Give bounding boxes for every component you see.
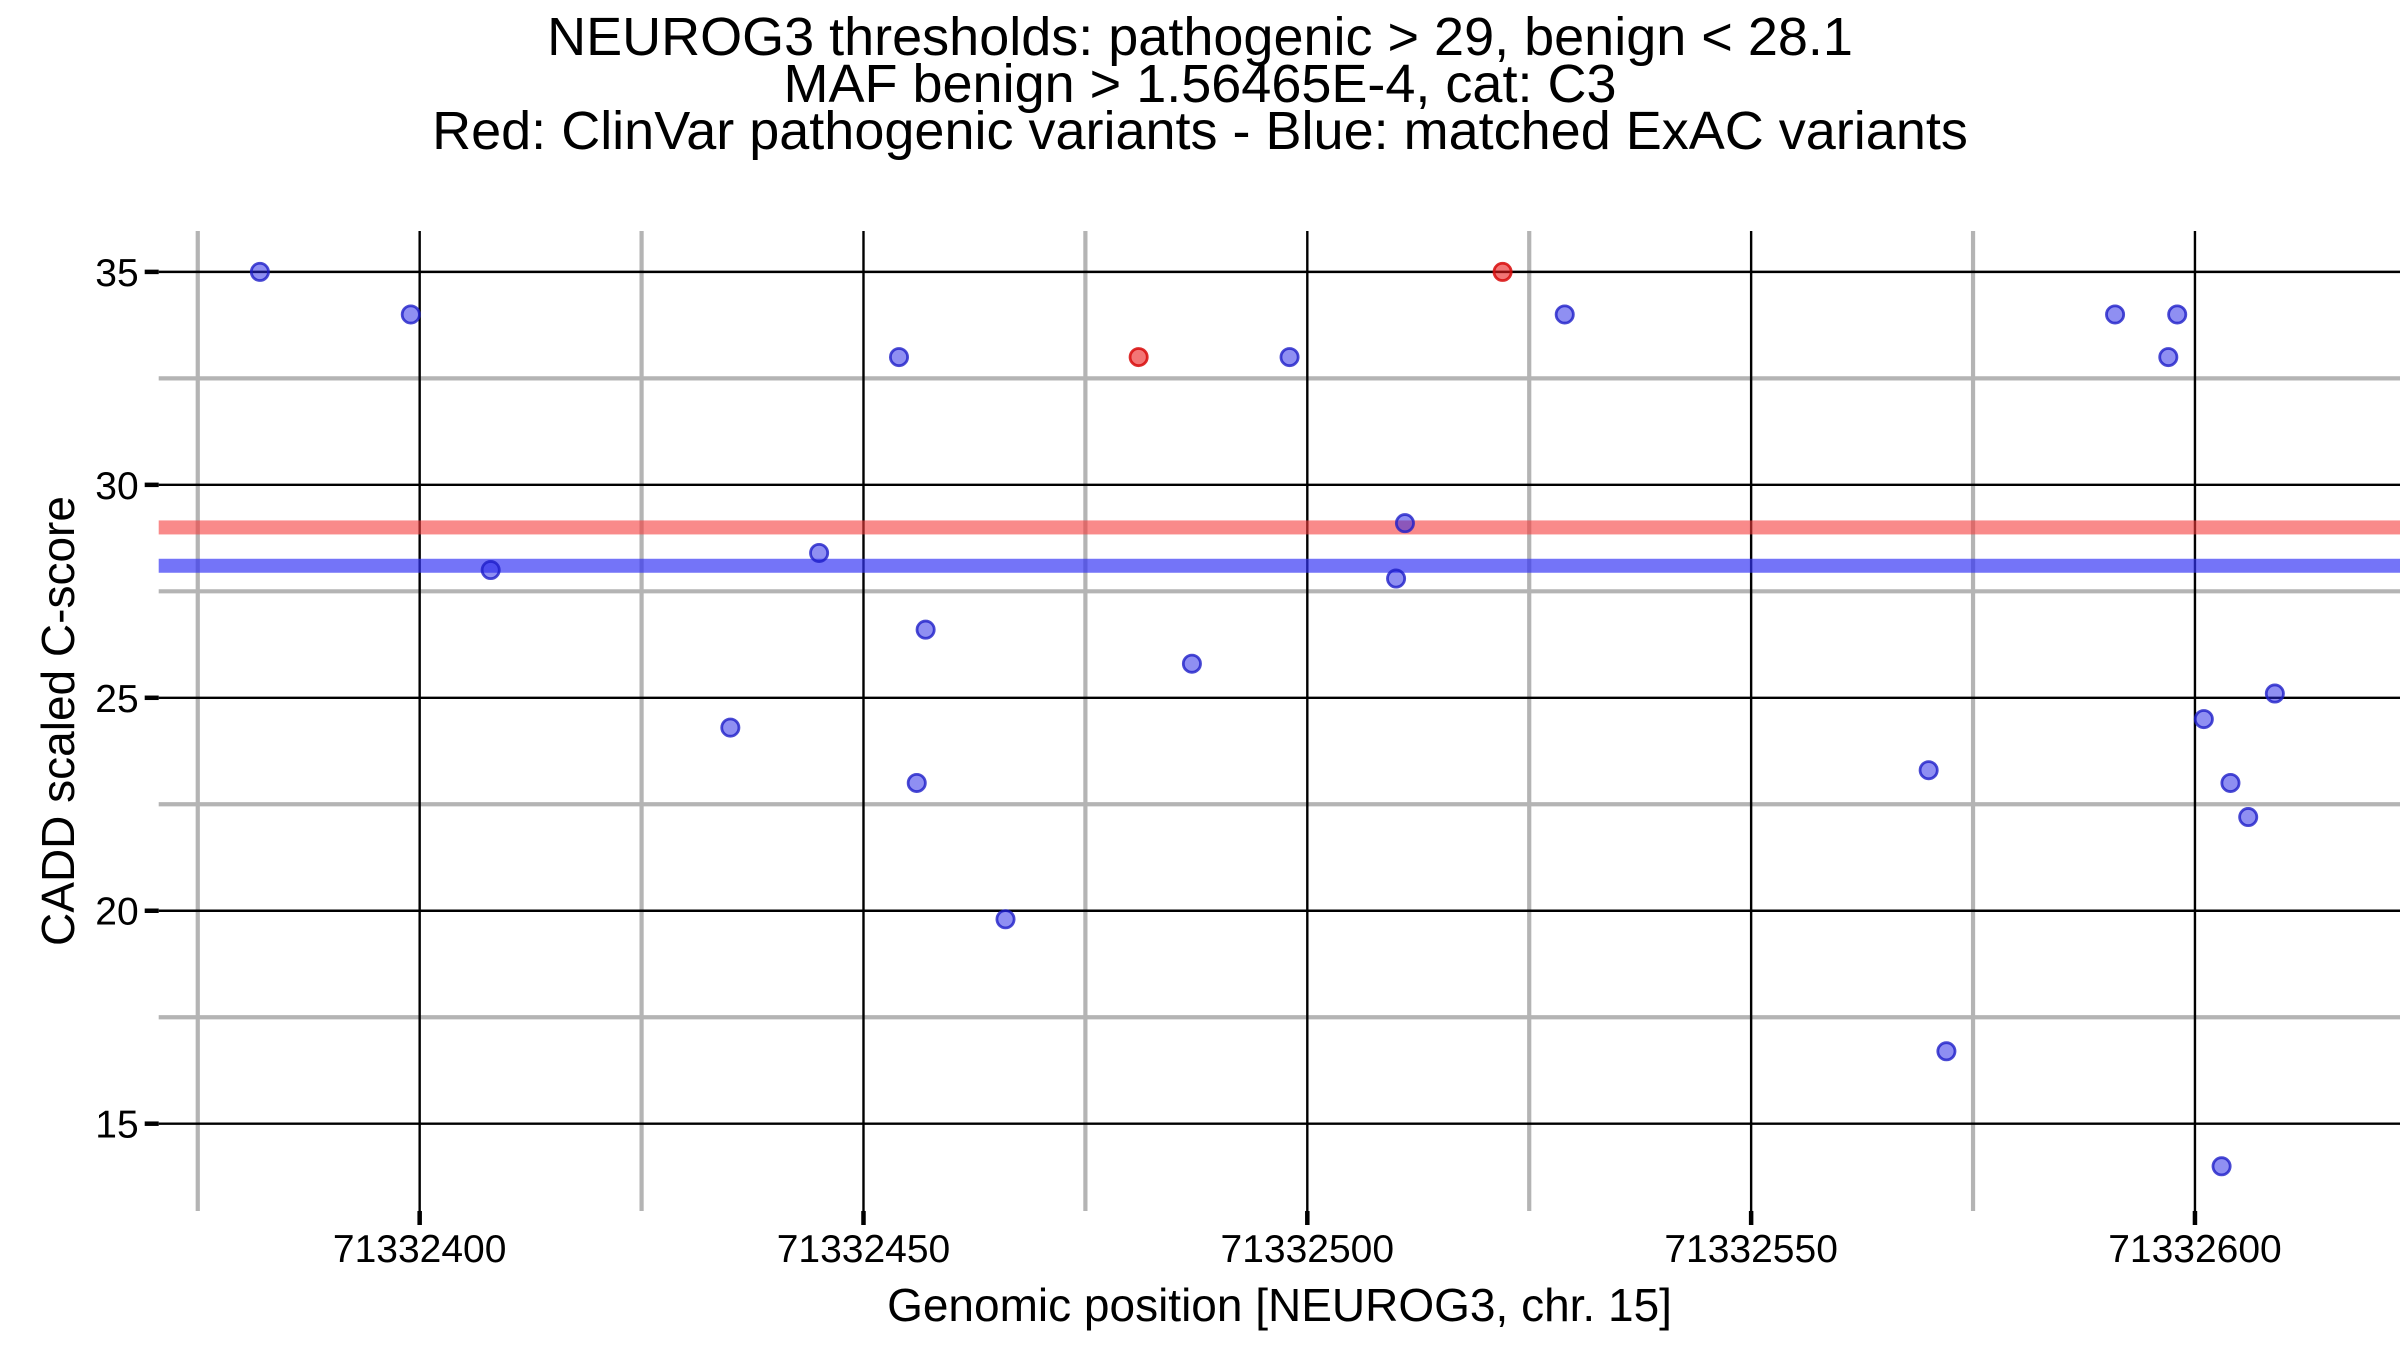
y-axis-title: CADD scaled C-score <box>32 496 84 946</box>
title-line-3: Red: ClinVar pathogenic variants - Blue:… <box>432 101 1968 161</box>
data-point-blue <box>1918 760 1939 781</box>
y-tick-label: 15 <box>95 1104 138 1147</box>
x-tick-label: 71332550 <box>1664 1228 1838 1271</box>
data-point-blue <box>2211 1156 2232 1177</box>
data-point-blue <box>2193 709 2214 730</box>
y-tick-label: 30 <box>95 465 138 508</box>
data-point-blue <box>1394 513 1415 534</box>
data-point-blue <box>249 261 270 282</box>
y-tick-label: 35 <box>95 252 138 295</box>
data-point-red <box>1492 261 1513 282</box>
data-point-red <box>1128 347 1149 368</box>
data-point-blue <box>400 304 421 325</box>
data-point-blue <box>2105 304 2126 325</box>
data-point-blue <box>2220 772 2241 793</box>
y-tick-label: 20 <box>95 891 138 934</box>
data-point-blue <box>720 717 741 738</box>
x-axis-title: Genomic position [NEUROG3, chr. 15] <box>887 1279 1672 1331</box>
data-point-blue <box>2158 347 2179 368</box>
y-tick-label: 25 <box>95 678 138 721</box>
data-point-blue <box>1279 347 1300 368</box>
data-point-blue <box>888 347 909 368</box>
pathogenic-threshold-band <box>158 520 2400 535</box>
data-point-blue <box>995 909 1016 930</box>
chart-title: NEUROG3 thresholds: pathogenic > 29, ben… <box>0 7 2400 161</box>
data-point-blue <box>2264 683 2285 704</box>
data-point-blue <box>906 772 927 793</box>
data-point-blue <box>2167 304 2188 325</box>
title-line-2: MAF benign > 1.56465E-4, cat: C3 <box>783 54 1617 114</box>
data-point-blue <box>2238 807 2259 828</box>
data-point-blue <box>1936 1041 1957 1062</box>
x-tick-label: 71332400 <box>333 1228 507 1271</box>
x-tick-label: 71332600 <box>2108 1228 2282 1271</box>
data-point-blue <box>809 542 830 563</box>
x-tick-label: 71332500 <box>1221 1228 1395 1271</box>
data-point-blue <box>480 560 501 581</box>
data-point-blue <box>1181 653 1202 674</box>
data-point-blue <box>1554 304 1575 325</box>
data-point-blue <box>915 619 936 640</box>
data-point-blue <box>1386 568 1407 589</box>
x-tick-label: 71332450 <box>777 1228 951 1271</box>
title-line-1: NEUROG3 thresholds: pathogenic > 29, ben… <box>547 7 1853 67</box>
benign-threshold-band <box>158 558 2400 573</box>
